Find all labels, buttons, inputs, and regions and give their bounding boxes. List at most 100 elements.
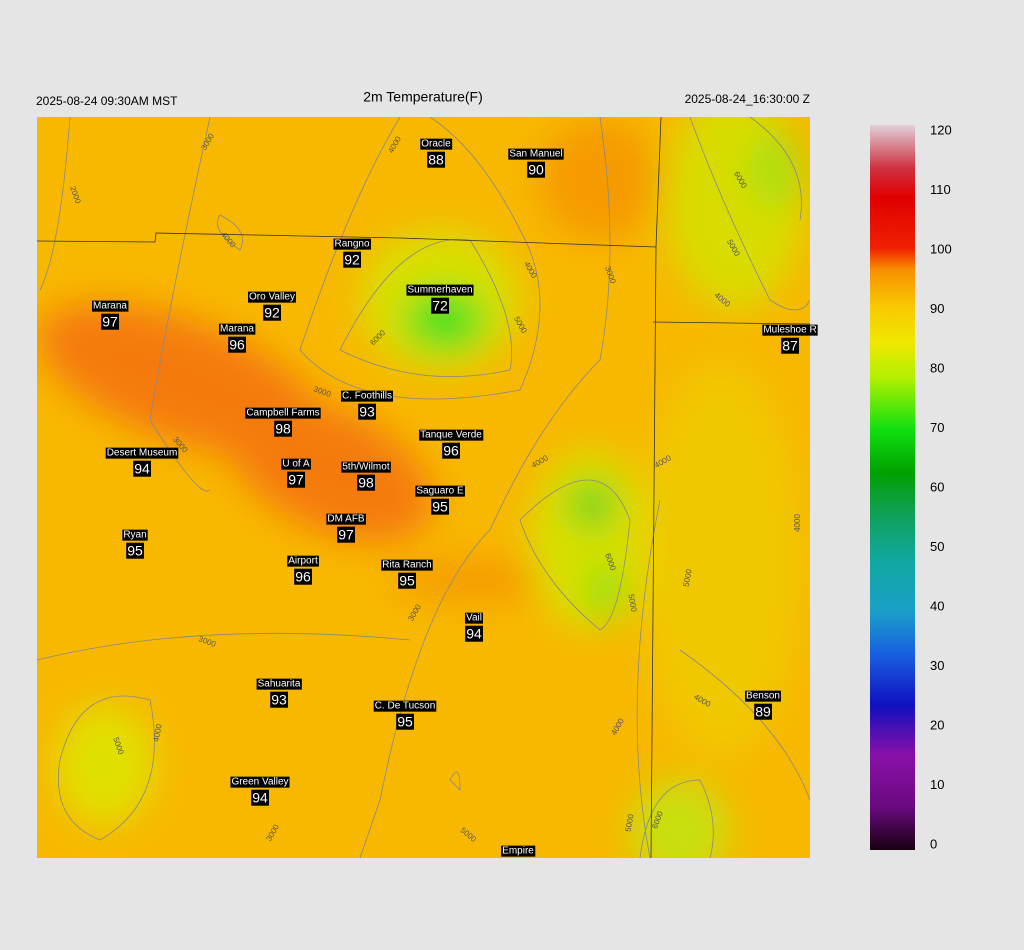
station-value: 96 bbox=[443, 443, 459, 459]
station-name: DM AFB bbox=[327, 514, 365, 525]
station: Oracle 88 bbox=[420, 138, 453, 168]
station-name: Marana bbox=[93, 301, 127, 312]
colorbar-tick-label: 100 bbox=[930, 241, 952, 256]
station-name: Rita Ranch bbox=[382, 560, 431, 571]
station-name: Airport bbox=[288, 556, 318, 567]
colorbar bbox=[870, 125, 915, 850]
station: 5th/Wilmot 98 bbox=[341, 461, 391, 491]
contour-label: 5000 bbox=[626, 593, 638, 613]
station: Green Valley 94 bbox=[230, 776, 290, 806]
contour-label: 5000 bbox=[682, 568, 694, 588]
station-name: Green Valley bbox=[231, 777, 288, 788]
station-name: Summerhaven bbox=[407, 285, 472, 296]
station-value-box bbox=[343, 251, 361, 268]
station-name-box bbox=[105, 447, 179, 459]
station-value-box bbox=[754, 703, 772, 720]
station-value: 94 bbox=[252, 790, 268, 806]
station: Rangno 92 bbox=[333, 238, 371, 268]
station-value-box bbox=[396, 713, 414, 730]
station: Tanque Verde 96 bbox=[419, 429, 484, 459]
colorbar-tick-label: 20 bbox=[930, 717, 944, 732]
station-value: 94 bbox=[134, 461, 150, 477]
station-value-box bbox=[431, 297, 449, 314]
station-name-box bbox=[420, 138, 453, 150]
station-value: 98 bbox=[275, 421, 291, 437]
station-value: 97 bbox=[102, 314, 118, 330]
station-value: 87 bbox=[782, 338, 798, 354]
station-name: U of A bbox=[282, 459, 310, 470]
station: Ryan 95 bbox=[122, 529, 148, 559]
station-name: Vail bbox=[466, 613, 482, 624]
station: Campbell Farms 98 bbox=[245, 407, 321, 437]
valid-time-utc: 2025-08-24_16:30:00 Z bbox=[685, 92, 810, 106]
station-name-box bbox=[508, 148, 564, 160]
station-name-box bbox=[415, 485, 465, 497]
station-name-box bbox=[340, 390, 394, 402]
station-value-box bbox=[251, 789, 269, 806]
colorbar-tick-label: 30 bbox=[930, 658, 944, 673]
station-name-box bbox=[745, 690, 781, 702]
station-name: Ryan bbox=[123, 530, 146, 541]
station-value: 93 bbox=[359, 404, 375, 420]
colorbar-tick-label: 70 bbox=[930, 420, 944, 435]
colorbar-tick-label: 120 bbox=[930, 122, 952, 137]
station: Benson 89 bbox=[745, 690, 781, 720]
station-value-box bbox=[527, 161, 545, 178]
station-name: Campbell Farms bbox=[246, 408, 319, 419]
station-value-box bbox=[133, 460, 151, 477]
colorbar-tick-label: 10 bbox=[930, 777, 944, 792]
station-value-box bbox=[287, 471, 305, 488]
station: C. De Tucson 95 bbox=[373, 700, 437, 730]
station-name: Muleshoe R bbox=[763, 325, 816, 336]
station-value-box bbox=[126, 542, 144, 559]
station: DM AFB 97 bbox=[326, 513, 366, 543]
station-name: Desert Museum bbox=[107, 448, 178, 459]
station-name: Sahuarita bbox=[258, 679, 301, 690]
temperature-field bbox=[37, 117, 810, 858]
station-name-box bbox=[245, 407, 321, 419]
station-name-box bbox=[248, 291, 296, 303]
station-name-box bbox=[341, 461, 391, 473]
station-value: 88 bbox=[428, 152, 444, 168]
station-value-box bbox=[431, 498, 449, 515]
colorbar-tick-label: 0 bbox=[930, 836, 937, 851]
station-value-box bbox=[337, 526, 355, 543]
station-name: Saguaro E bbox=[416, 486, 464, 497]
station-name: Rangno bbox=[334, 239, 369, 250]
station-value: 95 bbox=[127, 543, 143, 559]
station: Summerhaven 72 bbox=[406, 284, 474, 314]
station: Vail 94 bbox=[465, 612, 483, 642]
station-value: 98 bbox=[358, 475, 374, 491]
station-name-box bbox=[465, 612, 483, 624]
station-value: 97 bbox=[338, 527, 354, 543]
station-value: 93 bbox=[271, 692, 287, 708]
station-name-box bbox=[122, 529, 148, 541]
colorbar-tick-label: 60 bbox=[930, 479, 944, 494]
station-value-box bbox=[228, 336, 246, 353]
contour-label: 4000 bbox=[152, 723, 164, 743]
station-value: 95 bbox=[432, 499, 448, 515]
station-name: C. Foothills bbox=[342, 391, 392, 402]
station-value-box bbox=[398, 572, 416, 589]
station-name-box bbox=[287, 555, 319, 567]
map-title: 2m Temperature(F) bbox=[363, 89, 483, 105]
colorbar-tick-label: 80 bbox=[930, 360, 944, 375]
station-name: Tanque Verde bbox=[420, 430, 482, 441]
station: Oro Valley 92 bbox=[248, 291, 296, 321]
station-value-box bbox=[101, 313, 119, 330]
station-value: 92 bbox=[344, 252, 360, 268]
station: Empire bbox=[501, 845, 536, 857]
station-value: 96 bbox=[229, 337, 245, 353]
station-value: 92 bbox=[264, 305, 280, 321]
colorbar-tick-label: 110 bbox=[930, 182, 951, 197]
valid-time-local: 2025-08-24 09:30AM MST bbox=[36, 94, 178, 108]
station: San Manuel 90 bbox=[508, 148, 564, 178]
station-name: C. De Tucson bbox=[375, 701, 436, 712]
station-value: 95 bbox=[399, 573, 415, 589]
station-name: Oracle bbox=[421, 139, 451, 150]
station-name-box bbox=[281, 458, 311, 470]
station-value: 94 bbox=[466, 626, 482, 642]
station-name-box bbox=[419, 429, 484, 441]
station-value: 90 bbox=[528, 162, 544, 178]
station: U of A 97 bbox=[281, 458, 311, 488]
